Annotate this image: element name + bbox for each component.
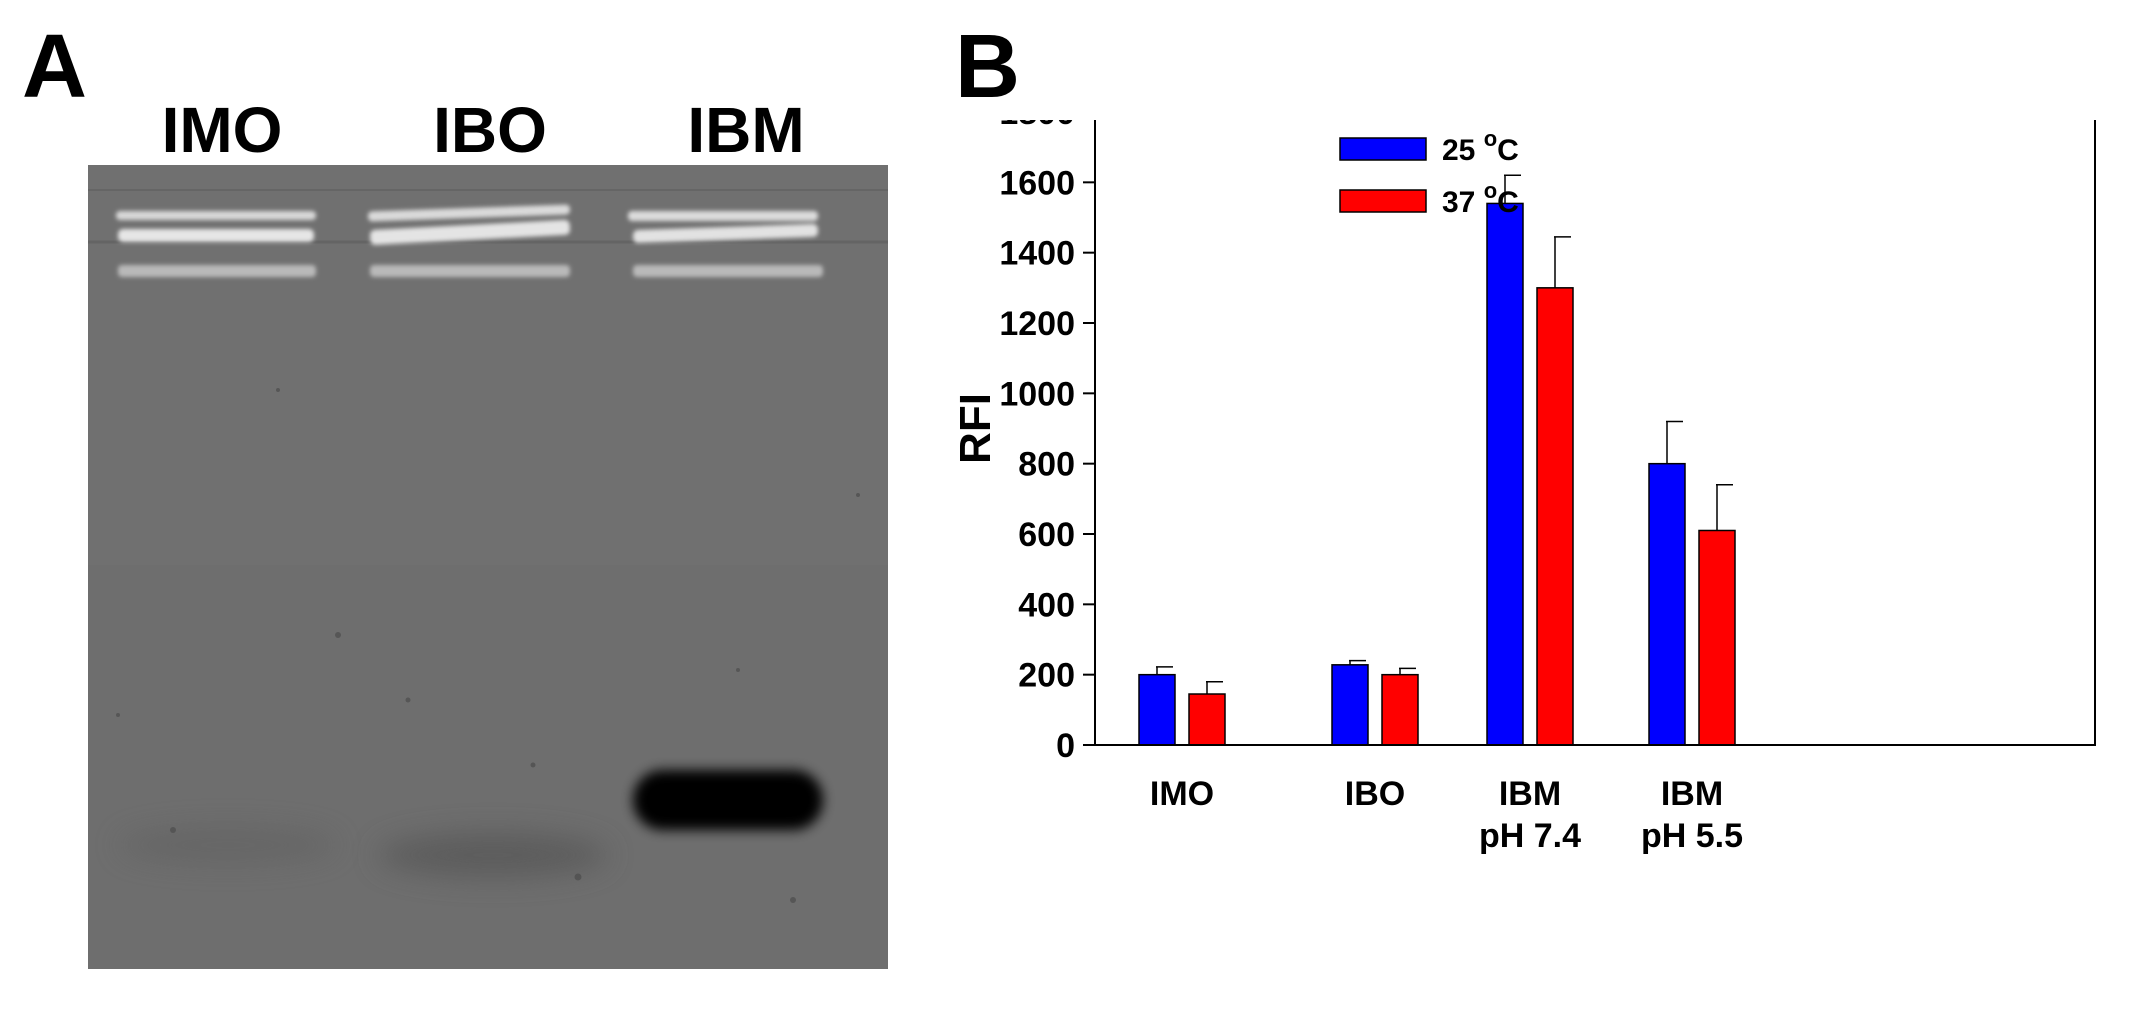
y-tick-label: 1000 bbox=[999, 375, 1075, 413]
bar-25c bbox=[1138, 673, 1176, 746]
bar-37c bbox=[1536, 287, 1574, 746]
gel-image bbox=[88, 165, 888, 969]
legend-label: 25 oC bbox=[1442, 126, 1519, 167]
x-tick-label: IBO bbox=[1345, 775, 1405, 813]
gel-specks bbox=[116, 388, 860, 903]
well-lane-ibo bbox=[368, 204, 571, 277]
y-tick-label: 1200 bbox=[999, 305, 1075, 343]
dark-band-ibm bbox=[633, 770, 823, 830]
y-tick-label: 1400 bbox=[999, 235, 1075, 273]
well-lane-imo bbox=[116, 211, 316, 277]
legend-swatch bbox=[1339, 189, 1427, 213]
y-tick-label: 400 bbox=[1018, 586, 1075, 624]
bars bbox=[1138, 174, 1736, 746]
lane-label-imo: IMO bbox=[161, 94, 283, 166]
lane-label-ibm: IBM bbox=[687, 94, 805, 166]
y-tick-label: 800 bbox=[1018, 446, 1075, 484]
bar-37c bbox=[1381, 673, 1419, 746]
bar-chart: 0 200 400 600 800 1000 1200 1400 1600 1800 IMO IBO… bbox=[951, 120, 2096, 855]
y-tick-label: 600 bbox=[1018, 516, 1075, 554]
y-tick-label: 0 bbox=[1056, 727, 1075, 765]
x-tick-label: IMO bbox=[1150, 775, 1214, 813]
legend-swatch bbox=[1339, 137, 1427, 161]
x-tick-label: pH 5.5 bbox=[1641, 817, 1743, 855]
panel-a-letter: A bbox=[22, 17, 87, 117]
x-axis: IMO IBO IBM pH 7.4 IBM pH 5.5 bbox=[1150, 775, 1743, 855]
bar-25c bbox=[1648, 462, 1686, 746]
bar-37c bbox=[1188, 693, 1226, 746]
well-lane-ibm bbox=[628, 211, 823, 277]
panel-b-letter: B bbox=[955, 17, 1020, 117]
x-tick-label: IBM bbox=[1661, 775, 1723, 813]
bar-25c bbox=[1331, 664, 1369, 746]
legend: 25 oC 37 oC bbox=[1339, 126, 1519, 219]
x-tick-label: pH 7.4 bbox=[1479, 817, 1581, 855]
plot-frame bbox=[1094, 120, 2096, 746]
y-axis: 0 200 400 600 800 1000 1200 1400 1600 1800 bbox=[999, 120, 1095, 765]
lane-label-ibo: IBO bbox=[433, 94, 547, 166]
bar-25c bbox=[1486, 202, 1524, 746]
x-tick-label: IBM bbox=[1499, 775, 1561, 813]
bar-37c bbox=[1698, 529, 1736, 746]
y-tick-label: 1600 bbox=[999, 164, 1075, 202]
faint-band-ibo bbox=[378, 833, 608, 877]
y-tick-label: 1800 bbox=[999, 120, 1075, 132]
legend-label: 37 oC bbox=[1442, 178, 1519, 219]
y-tick-label: 200 bbox=[1018, 657, 1075, 695]
y-axis-label: RFI bbox=[951, 393, 1000, 464]
faint-band-imo bbox=[118, 827, 338, 863]
